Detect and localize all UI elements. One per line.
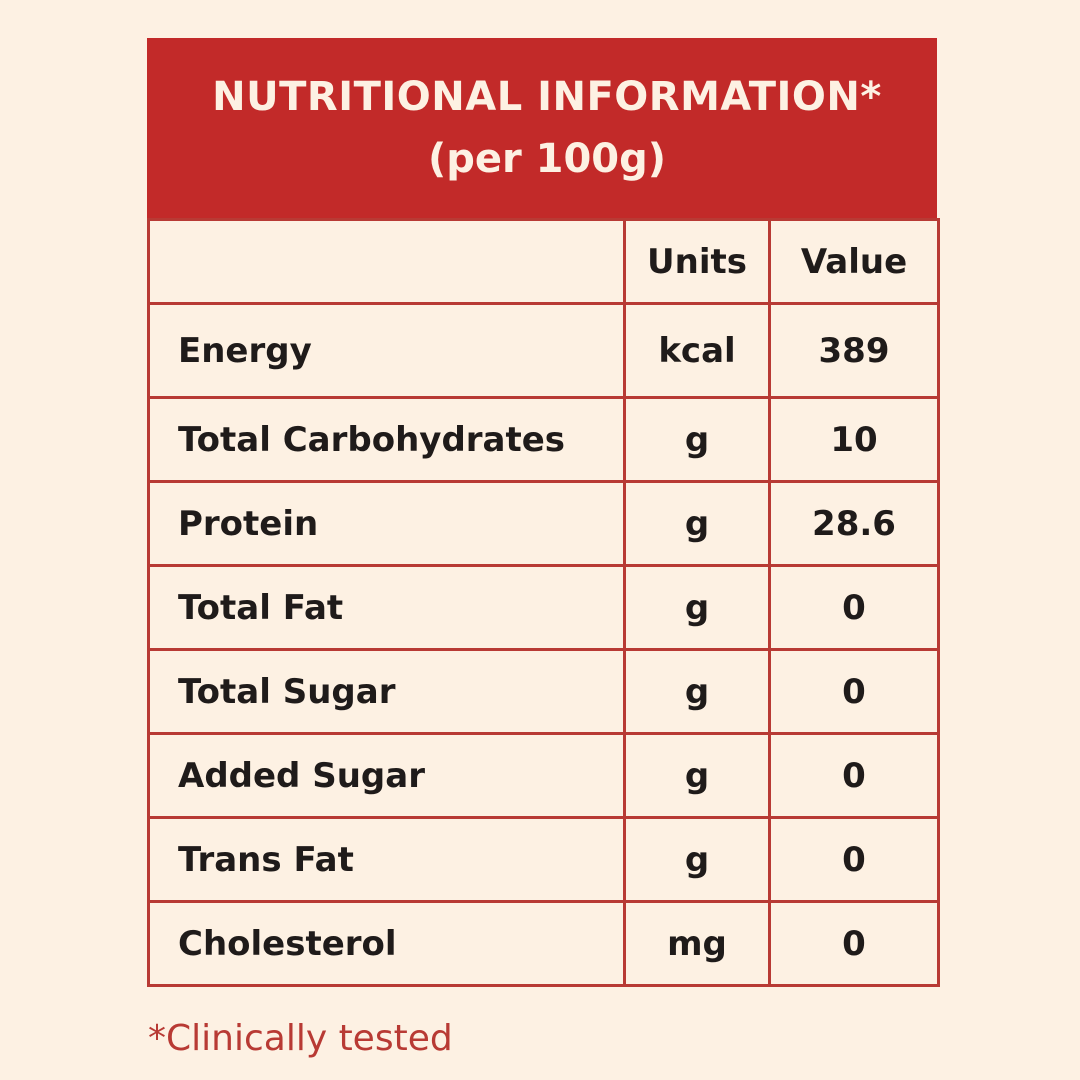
nutrient-unit: g [623,396,771,483]
nutrient-unit: g [623,816,771,903]
table-row: Trans Fat g 0 [147,816,940,903]
nutrient-unit: mg [623,900,771,987]
nutrient-unit: g [623,648,771,735]
footnote: *Clinically tested [148,1018,453,1059]
nutrient-name: Protein [147,480,626,567]
nutrition-table: Units Value Energy kcal 389 Total Carboh… [147,218,940,987]
table-row: Cholesterol mg 0 [147,900,940,987]
nutrition-title: NUTRITIONAL INFORMATION* [212,74,882,120]
nutrient-name: Total Fat [147,564,626,651]
table-row: Total Sugar g 0 [147,648,940,735]
nutrient-unit: g [623,564,771,651]
table-row: Energy kcal 389 [147,302,940,399]
table-row: Total Fat g 0 [147,564,940,651]
nutrient-value: 0 [768,732,940,819]
nutrition-subtitle: (per 100g) [427,136,667,182]
nutrient-unit: g [623,480,771,567]
table-row: Total Carbohydrates g 10 [147,396,940,483]
nutrition-panel: NUTRITIONAL INFORMATION* (per 100g) Unit… [147,38,940,987]
nutrient-value: 0 [768,900,940,987]
table-row: Protein g 28.6 [147,480,940,567]
nutrient-name: Added Sugar [147,732,626,819]
column-header-units: Units [623,218,771,305]
nutrient-unit: kcal [623,302,771,399]
nutrient-value: 10 [768,396,940,483]
nutrient-value: 0 [768,564,940,651]
nutrition-header: NUTRITIONAL INFORMATION* (per 100g) [147,38,937,218]
column-header-name [147,218,626,305]
nutrient-value: 0 [768,816,940,903]
table-row: Added Sugar g 0 [147,732,940,819]
nutrient-name: Trans Fat [147,816,626,903]
nutrient-unit: g [623,732,771,819]
nutrient-name: Cholesterol [147,900,626,987]
table-header-row: Units Value [147,218,940,305]
nutrient-value: 0 [768,648,940,735]
nutrient-name: Total Sugar [147,648,626,735]
nutrient-value: 389 [768,302,940,399]
nutrient-name: Total Carbohydrates [147,396,626,483]
nutrient-value: 28.6 [768,480,940,567]
column-header-value: Value [768,218,940,305]
nutrient-name: Energy [147,302,626,399]
